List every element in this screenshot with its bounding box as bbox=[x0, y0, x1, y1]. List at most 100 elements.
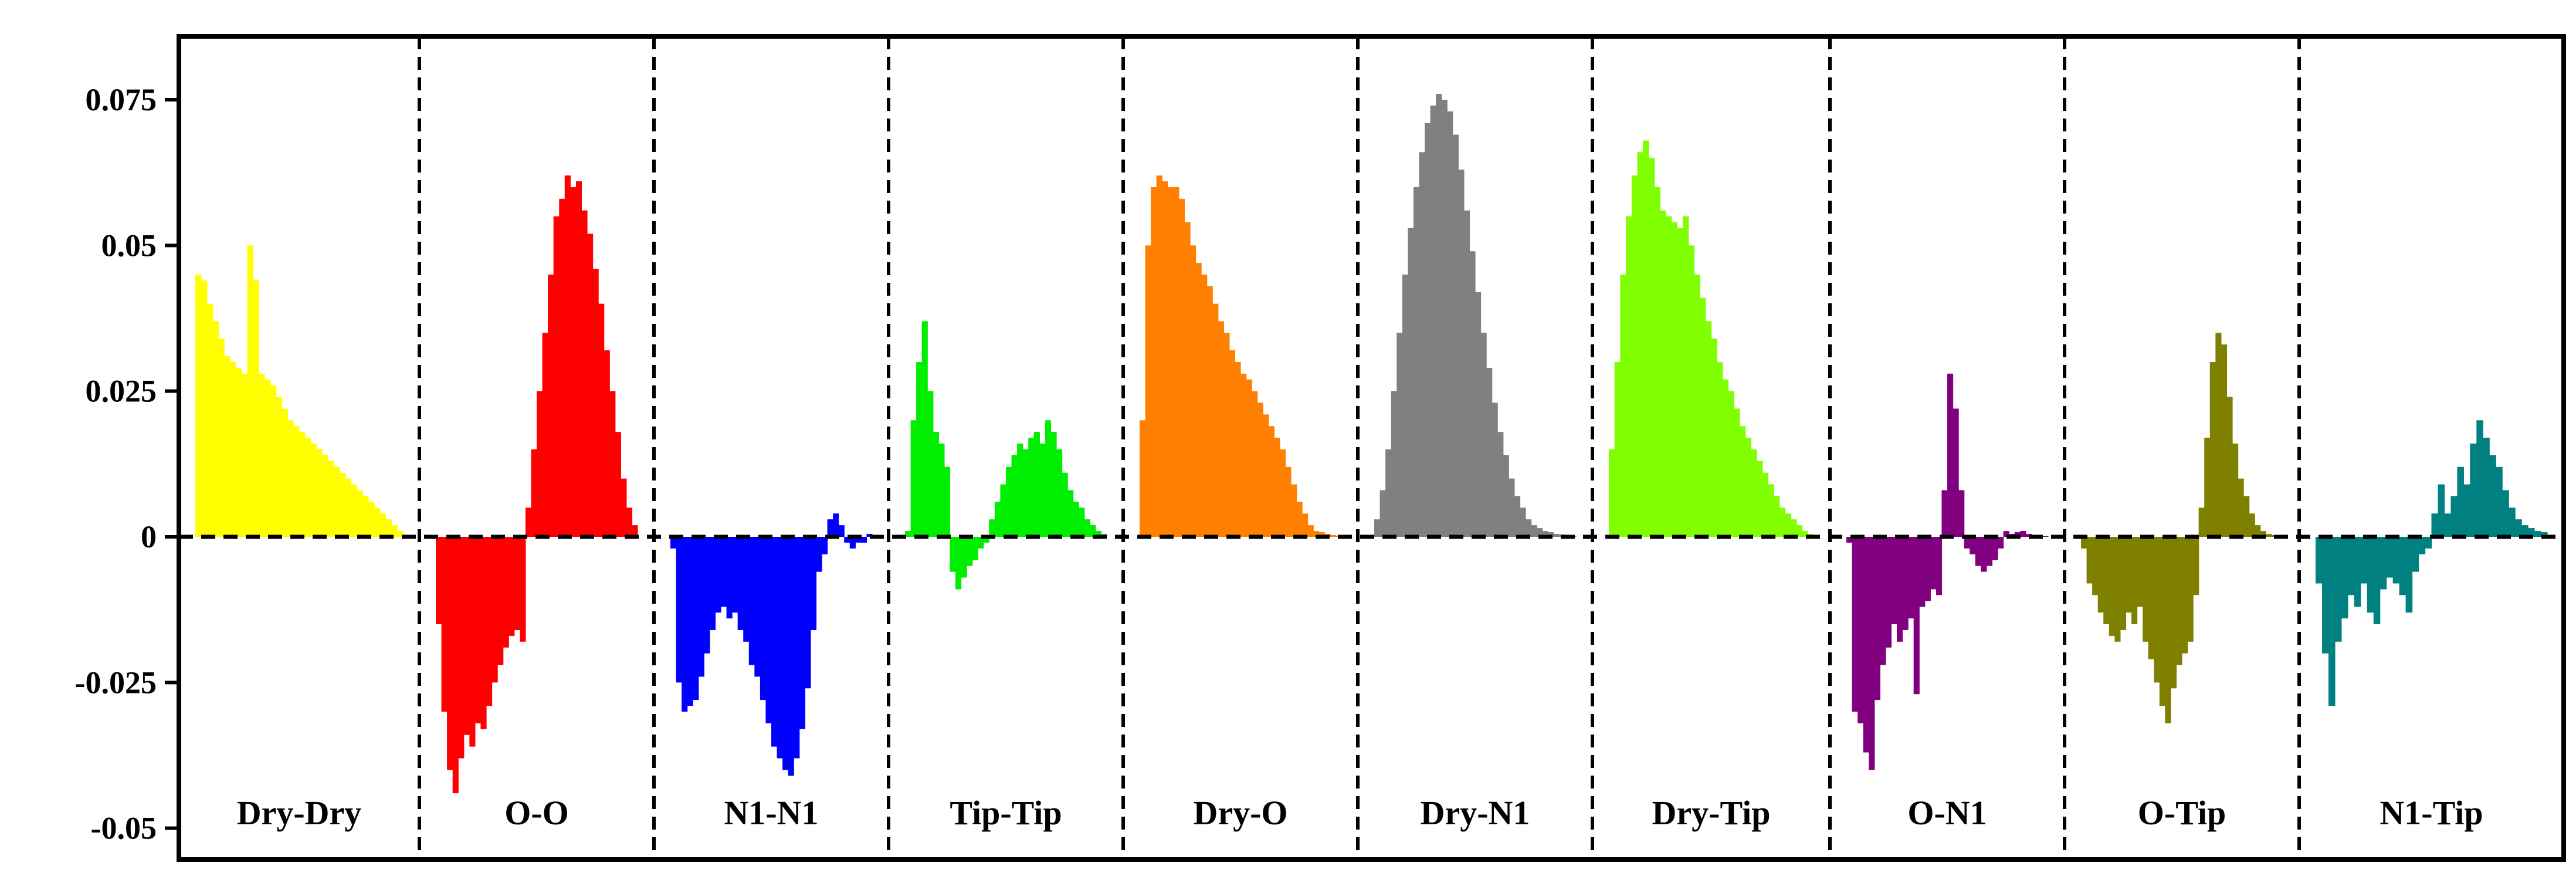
bar-N1-Tip-26 bbox=[2483, 438, 2490, 537]
series-Dry-Tip bbox=[1609, 140, 1814, 537]
bar-O-Tip-10 bbox=[2137, 537, 2143, 607]
bar-Dry-Dry-11 bbox=[259, 373, 265, 537]
bar-Dry-N1-2 bbox=[1385, 449, 1392, 537]
bar-Dry-N1-16 bbox=[1463, 210, 1470, 537]
bar-Dry-Dry-21 bbox=[316, 449, 323, 537]
bar-O-Tip-24 bbox=[2215, 333, 2222, 537]
panel-label-layer: Dry-Dry O-O N1-N1 Tip-Tip Dry-O Dry-N1 Dry-Tip… bbox=[237, 794, 2483, 832]
bar-Dry-Tip-9 bbox=[1660, 210, 1666, 537]
bar-N1-N1-3 bbox=[687, 537, 693, 706]
bar-N1-Tip-10 bbox=[2380, 537, 2387, 590]
panel-label-O-Tip: O-Tip bbox=[2138, 794, 2226, 832]
bar-O-O-0 bbox=[436, 537, 442, 624]
bar-Dry-O-8 bbox=[1184, 222, 1191, 537]
bar-Dry-N1-17 bbox=[1469, 251, 1476, 537]
bar-Dry-Dry-20 bbox=[310, 444, 317, 537]
bar-Tip-Tip-4 bbox=[927, 391, 934, 537]
bar-Tip-Tip-7 bbox=[944, 466, 951, 537]
bar-O-O-32 bbox=[615, 432, 621, 537]
bar-N1-Tip-3 bbox=[2334, 537, 2342, 642]
bar-Dry-Tip-29 bbox=[1774, 496, 1780, 537]
bar-Dry-Tip-0 bbox=[1609, 449, 1615, 537]
bar-O-O-14 bbox=[514, 537, 520, 630]
bar-Tip-Tip-13 bbox=[978, 537, 984, 549]
bar-N1-N1-29 bbox=[833, 513, 839, 537]
bar-O-Tip-16 bbox=[2170, 537, 2177, 689]
bar-O-O-9 bbox=[486, 537, 493, 706]
bar-Dry-N1-15 bbox=[1458, 170, 1465, 537]
bar-O-O-22 bbox=[559, 198, 565, 537]
bar-N1-Tip-4 bbox=[2341, 537, 2348, 619]
bar-O-O-20 bbox=[548, 275, 554, 537]
bar-O-Tip-30 bbox=[2249, 513, 2255, 537]
bar-O-N1-11 bbox=[1908, 537, 1914, 619]
bar-O-N1-14 bbox=[1924, 537, 1931, 601]
bar-O-Tip-26 bbox=[2226, 397, 2233, 537]
bar-Dry-O-18 bbox=[1240, 373, 1247, 537]
bar-N1-Tip-32 bbox=[2521, 525, 2528, 537]
bar-O-O-31 bbox=[609, 391, 616, 537]
bar-Dry-O-13 bbox=[1212, 303, 1219, 537]
bar-Dry-O-24 bbox=[1274, 438, 1280, 537]
bar-O-N1-0 bbox=[1846, 537, 1853, 543]
bar-O-N1-20 bbox=[1958, 490, 1965, 537]
bar-Dry-N1-11 bbox=[1436, 94, 1442, 537]
bar-O-O-17 bbox=[531, 449, 537, 537]
bar-O-O-5 bbox=[463, 537, 470, 735]
bar-Dry-Tip-21 bbox=[1728, 391, 1734, 537]
bar-O-N1-31 bbox=[2020, 531, 2026, 537]
bar-N1-Tip-23 bbox=[2463, 484, 2470, 537]
bar-O-Tip-17 bbox=[2176, 537, 2182, 665]
bar-N1-Tip-7 bbox=[2360, 537, 2368, 584]
bar-Dry-O-16 bbox=[1229, 350, 1236, 537]
bar-Dry-O-14 bbox=[1218, 321, 1224, 537]
bar-O-N1-32 bbox=[2025, 534, 2032, 537]
bar-Dry-O-25 bbox=[1279, 449, 1286, 537]
bar-Dry-O-2 bbox=[1151, 187, 1157, 537]
plot-frame bbox=[177, 34, 2566, 862]
bar-N1-Tip-12 bbox=[2392, 537, 2400, 584]
bar-Dry-O-15 bbox=[1223, 333, 1230, 537]
bar-O-Tip-18 bbox=[2182, 537, 2188, 654]
panel-label-Dry-O: Dry-O bbox=[1193, 794, 1287, 832]
bar-Dry-Dry-29 bbox=[362, 496, 369, 537]
bar-Dry-N1-13 bbox=[1447, 111, 1453, 537]
series-O-Tip bbox=[2081, 333, 2283, 723]
bar-Dry-O-34 bbox=[1330, 535, 1337, 537]
bar-O-O-1 bbox=[441, 537, 448, 712]
bar-O-N1-13 bbox=[1919, 537, 1926, 607]
bar-Dry-Tip-10 bbox=[1665, 216, 1672, 537]
bar-N1-N1-23 bbox=[799, 537, 805, 729]
bar-Dry-Tip-30 bbox=[1779, 507, 1786, 537]
bar-O-O-3 bbox=[452, 537, 459, 794]
bar-Dry-N1-24 bbox=[1509, 478, 1515, 537]
axis-layer: 0.075 0.05 0.025 0 -0.025 -0.05 bbox=[75, 82, 179, 846]
bar-O-Tip-22 bbox=[2204, 438, 2211, 537]
bar-Dry-N1-23 bbox=[1503, 455, 1509, 537]
series-Dry-Dry bbox=[195, 245, 404, 537]
bar-N1-N1-6 bbox=[704, 537, 710, 654]
bar-N1-N1-12 bbox=[737, 537, 744, 630]
bar-Dry-Dry-19 bbox=[304, 438, 311, 537]
bar-Dry-Tip-17 bbox=[1705, 321, 1712, 537]
bar-O-N1-1 bbox=[1852, 537, 1858, 712]
bar-O-N1-6 bbox=[1880, 537, 1886, 665]
bar-Dry-N1-6 bbox=[1408, 228, 1414, 537]
bar-O-Tip-31 bbox=[2255, 525, 2261, 537]
bar-Dry-N1-27 bbox=[1526, 519, 1532, 537]
bar-Tip-Tip-23 bbox=[1033, 432, 1040, 537]
bar-O-O-28 bbox=[592, 269, 599, 537]
bar-Dry-N1-1 bbox=[1379, 490, 1386, 537]
bar-N1-N1-22 bbox=[794, 537, 800, 759]
y-tick-label: -0.05 bbox=[91, 811, 157, 846]
bar-N1-N1-24 bbox=[805, 537, 811, 689]
bar-N1-N1-8 bbox=[715, 537, 721, 613]
bar-O-Tip-20 bbox=[2193, 537, 2199, 595]
bar-O-Tip-27 bbox=[2232, 444, 2239, 537]
bar-N1-N1-4 bbox=[693, 537, 699, 701]
bar-Tip-Tip-12 bbox=[972, 537, 978, 560]
bar-Dry-Tip-6 bbox=[1643, 140, 1649, 537]
bar-Tip-Tip-14 bbox=[983, 537, 989, 543]
bar-Dry-Tip-15 bbox=[1694, 275, 1700, 537]
